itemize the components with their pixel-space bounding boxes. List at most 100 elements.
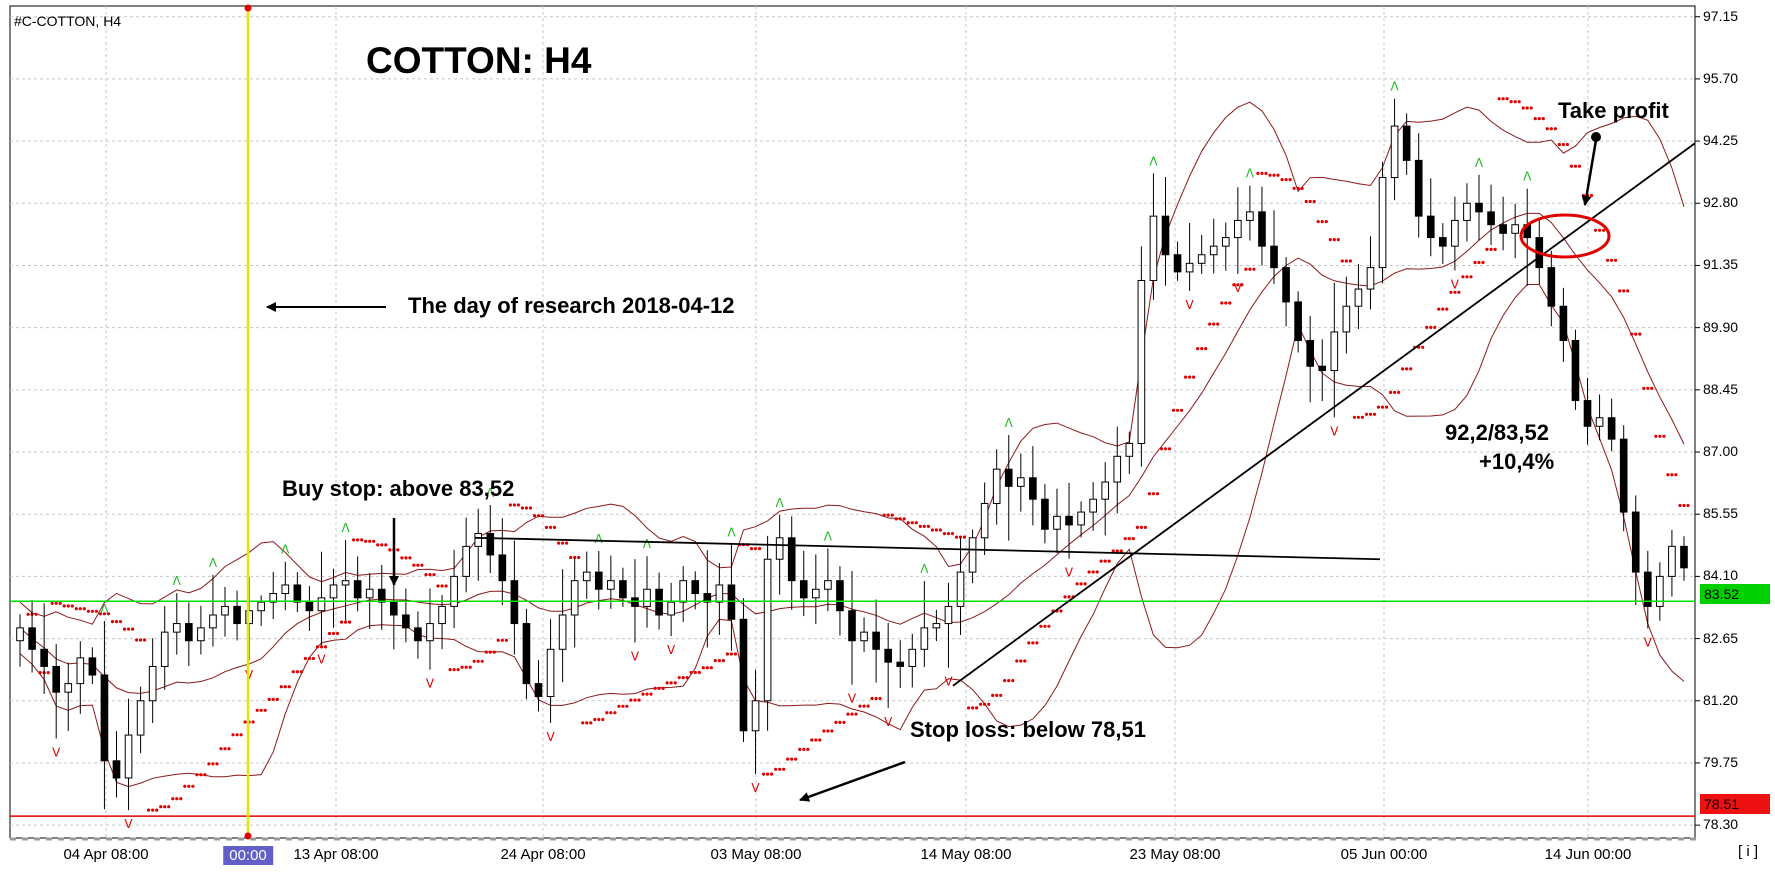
candle-body	[52, 665, 61, 693]
sar-dot	[701, 666, 705, 670]
sar-dot	[155, 808, 159, 812]
candle-body	[1390, 125, 1399, 179]
sar-dot	[1421, 345, 1425, 349]
sar-dot	[886, 513, 890, 517]
candle-body	[1511, 224, 1519, 234]
sar-dot	[66, 604, 70, 608]
sar-dot	[987, 702, 991, 706]
sar-dot	[810, 738, 814, 742]
sar-dot	[1433, 325, 1437, 329]
candle-body	[546, 648, 555, 697]
sar-dot	[444, 584, 448, 588]
fractal-down-marker: V	[751, 781, 760, 795]
candle-body	[1451, 219, 1459, 247]
sar-dot	[1031, 641, 1035, 645]
sar-dot	[126, 627, 131, 631]
candle	[1668, 529, 1676, 597]
sar-dot	[259, 708, 263, 712]
sar-dot	[625, 704, 629, 708]
info-button[interactable]: [ i ]	[1738, 843, 1759, 860]
candle-body	[76, 657, 85, 685]
sar-dot	[770, 772, 774, 776]
sar-dot	[1151, 492, 1155, 496]
sar-dot	[1537, 117, 1541, 121]
sar-dot	[207, 762, 211, 766]
sar-dot	[814, 738, 818, 742]
candle-body	[594, 571, 603, 590]
sar-dot	[1469, 275, 1473, 279]
sar-dot	[420, 563, 424, 567]
candle-body	[1113, 455, 1122, 483]
sar-dot	[315, 645, 319, 649]
sar-dot	[1244, 267, 1248, 271]
sar-dot	[838, 720, 842, 725]
candle	[160, 606, 169, 690]
fractal-up-marker: Λ	[595, 532, 604, 546]
symbol-label: #C-COTTON, H4	[14, 13, 122, 29]
sar-dot	[440, 584, 444, 588]
sar-dot	[179, 797, 183, 801]
y-tick-label: 79.75	[1703, 753, 1739, 770]
candle	[812, 554, 820, 625]
candle-body	[860, 631, 868, 642]
sar-dot	[1541, 117, 1545, 121]
sar-dot	[1075, 582, 1079, 586]
candle-body	[510, 580, 519, 625]
candle-body	[1197, 254, 1206, 264]
candle	[498, 518, 507, 606]
candle	[1451, 196, 1459, 271]
candle-body	[655, 588, 663, 616]
candle	[124, 698, 133, 811]
sar-dot	[227, 747, 231, 751]
sar-dot	[858, 704, 862, 708]
candle	[1439, 223, 1447, 264]
sar-dot	[1184, 375, 1188, 379]
sar-dot	[307, 656, 311, 661]
sar-dot	[629, 698, 633, 702]
candle	[703, 550, 712, 648]
sar-dot	[1477, 260, 1481, 265]
sar-dot	[1208, 322, 1212, 326]
fractal-up-marker: Λ	[173, 574, 182, 588]
candle	[1113, 426, 1122, 514]
sar-dot	[902, 517, 906, 521]
candle	[860, 617, 868, 653]
sar-dot	[70, 604, 74, 608]
candle	[1631, 495, 1640, 605]
candle	[920, 581, 929, 667]
sar-dot	[557, 541, 561, 545]
candle	[1161, 176, 1170, 286]
candle-body	[956, 571, 965, 607]
sar-dot	[1143, 525, 1147, 530]
sar-dot	[1232, 283, 1236, 287]
candle	[546, 619, 555, 723]
y-tick-label: 81.20	[1703, 691, 1739, 708]
sar-dot	[1372, 412, 1377, 416]
candle-body	[932, 623, 941, 629]
sar-dot	[822, 729, 826, 733]
sar-dot	[561, 541, 565, 545]
sar-dot	[1119, 549, 1123, 553]
candle-body	[534, 683, 543, 697]
sar-dot	[850, 712, 854, 716]
candle	[1680, 536, 1688, 581]
sar-dot	[231, 733, 235, 737]
sar-dot	[1192, 375, 1196, 379]
candle	[667, 582, 675, 637]
sar-dot	[653, 686, 657, 691]
sar-dot	[1569, 164, 1573, 168]
sar-dot	[617, 704, 621, 708]
candle-body	[1173, 254, 1182, 273]
sar-dot	[211, 762, 215, 766]
fractal-up-marker: Λ	[341, 521, 350, 535]
candle-body	[486, 533, 495, 556]
sar-dot	[1658, 434, 1662, 438]
candle	[462, 517, 470, 593]
sar-dot	[1196, 347, 1200, 351]
sar-dot	[585, 721, 589, 725]
sar-dot	[766, 772, 770, 776]
sar-dot	[516, 503, 521, 507]
sar-dot	[1296, 186, 1300, 190]
sar-dot	[910, 521, 914, 525]
